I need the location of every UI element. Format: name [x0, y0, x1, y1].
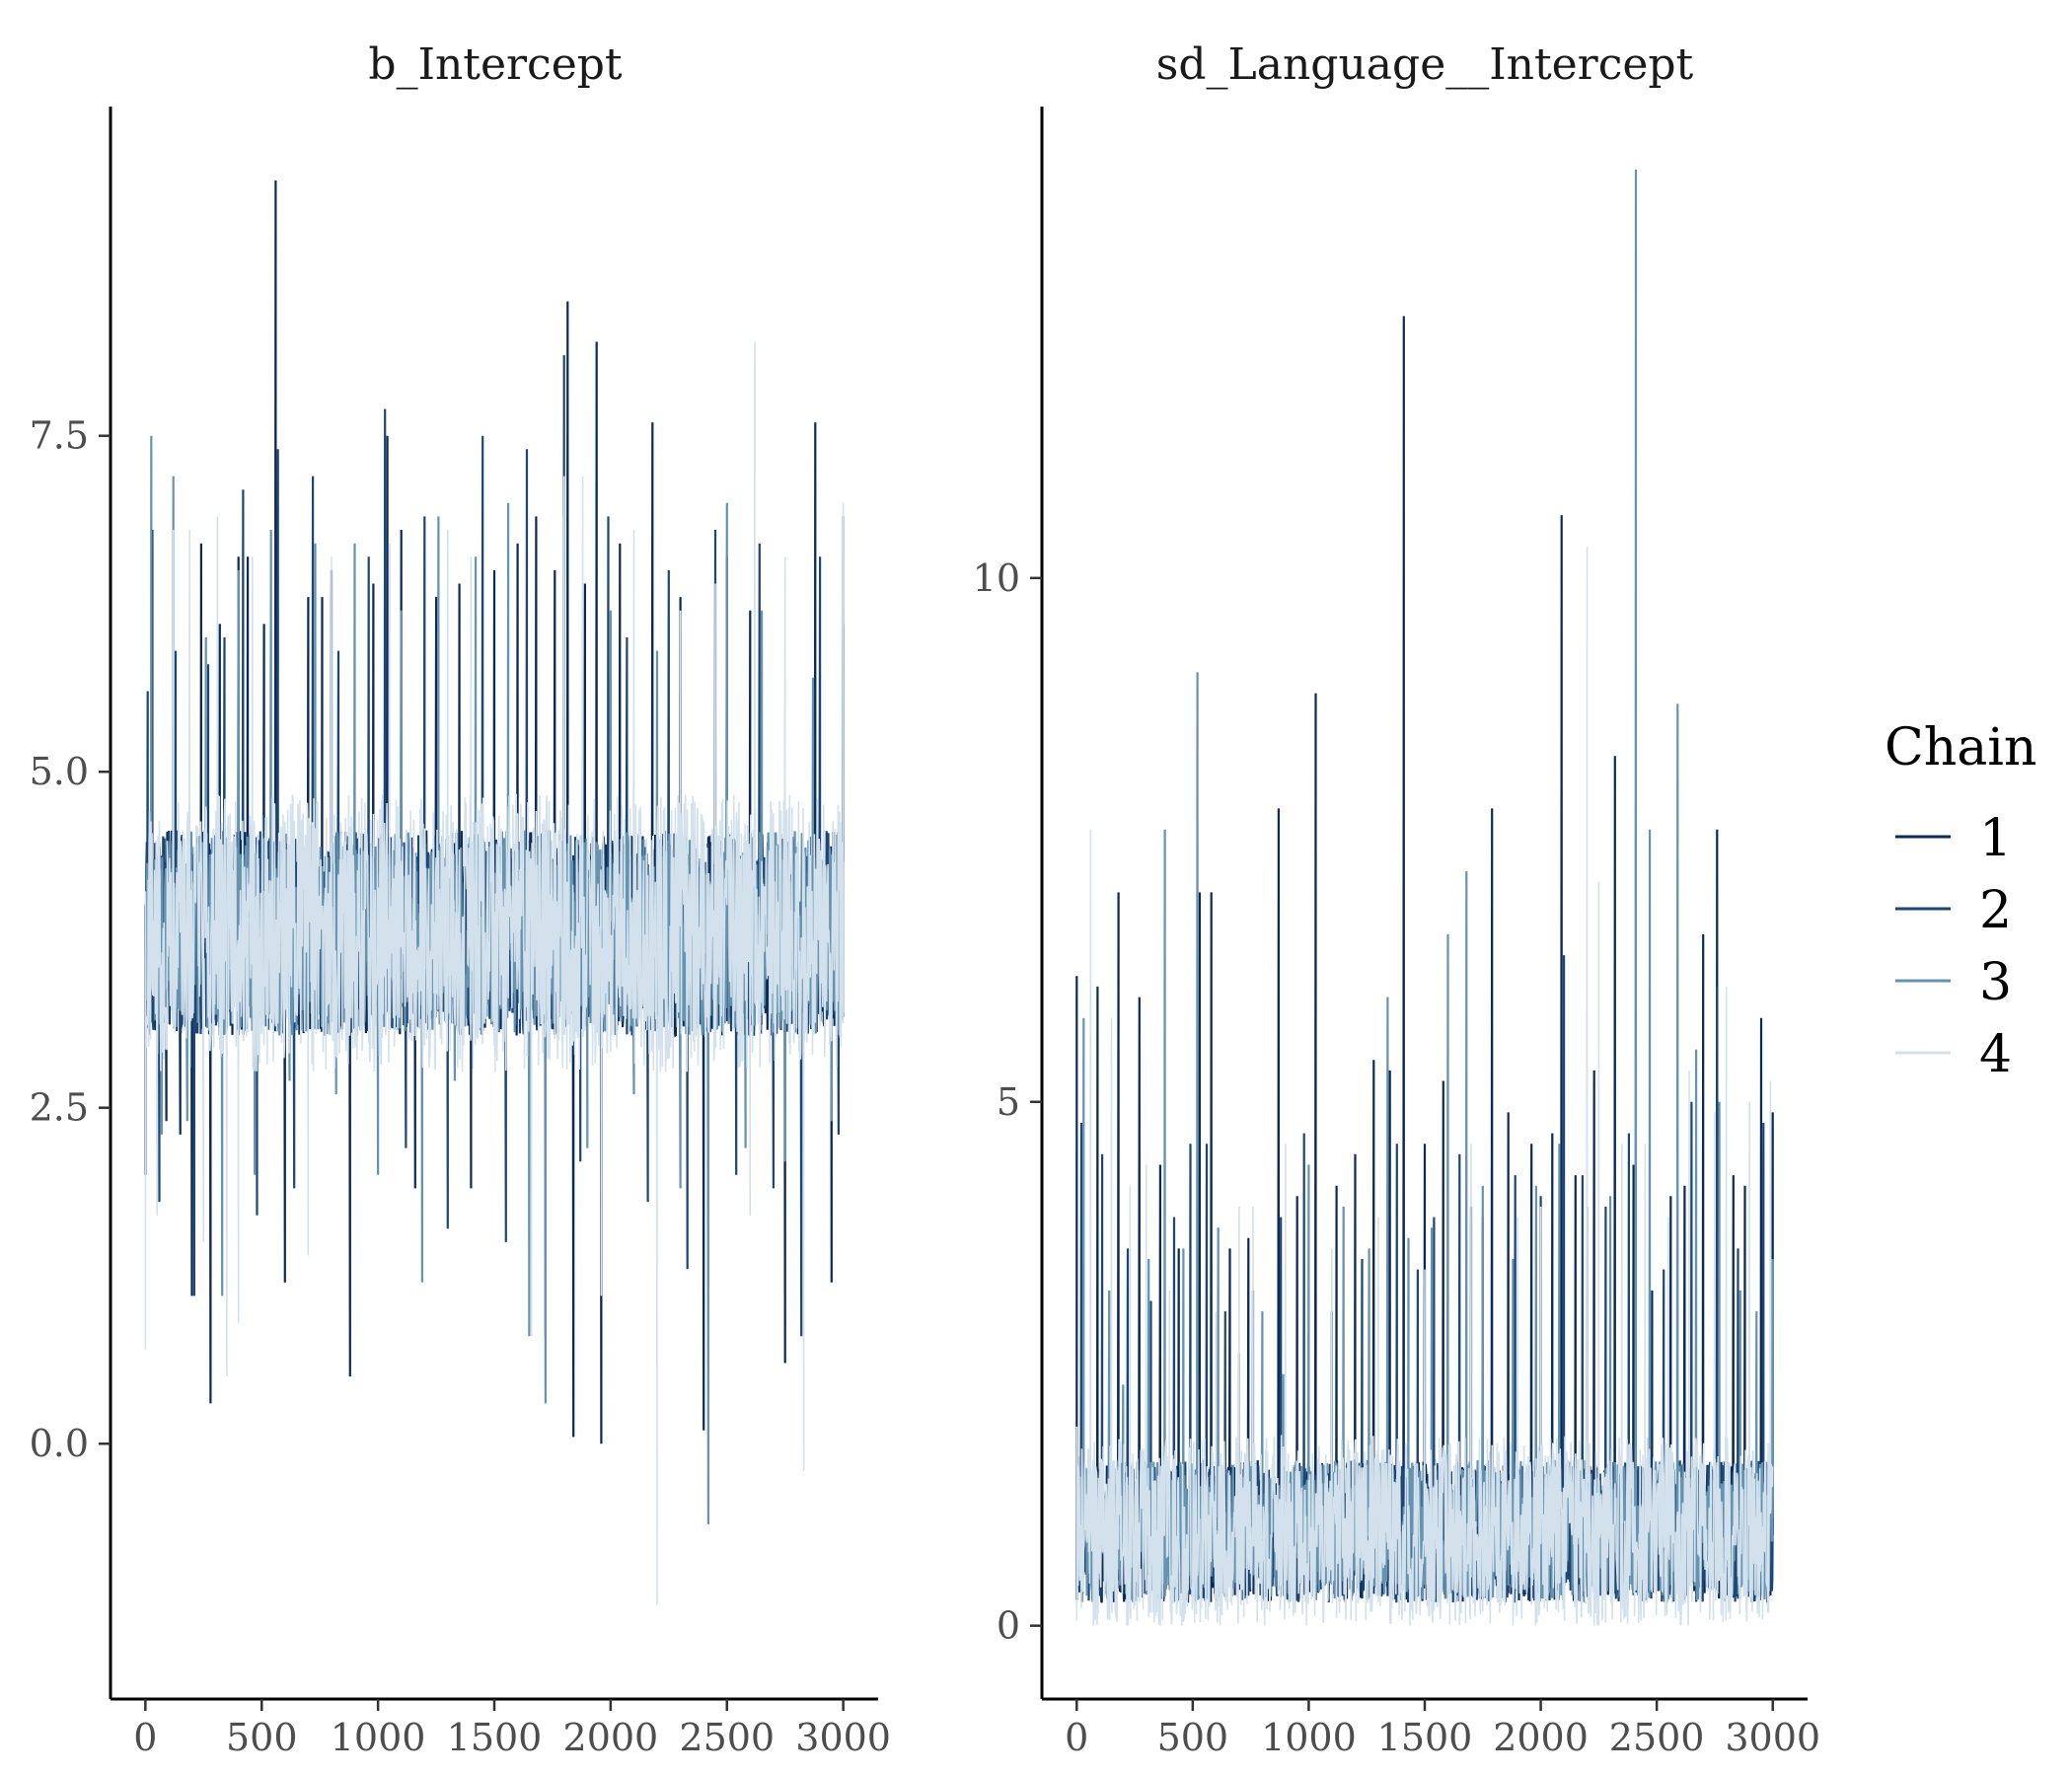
x-tick-label: 3000: [795, 1716, 891, 1759]
panel-b-intercept: b_Intercept 0 500 1000 1500 2000 2500 3000 0.0 2…: [30, 39, 891, 1759]
legend-label-chain-1: 1: [1979, 809, 2012, 868]
x-tick-label: 3000: [1725, 1716, 1820, 1759]
y-tick-label: 0: [997, 1604, 1020, 1648]
x-tick-label: 500: [1157, 1716, 1229, 1759]
x-tick-label: 2500: [1609, 1716, 1705, 1759]
legend-entries: 1 2 3 4: [1895, 809, 2012, 1084]
x-tick-label: 1000: [331, 1716, 426, 1759]
x-tick-label: 1500: [1377, 1716, 1473, 1759]
axes: 0 500 1000 1500 2000 2500 3000 0.0 2.5 5.0 7.5: [30, 107, 891, 1759]
y-tick-label: 0.0: [30, 1422, 89, 1465]
y-tick-label: 10: [973, 556, 1020, 600]
y-tick-label: 5.0: [30, 750, 89, 793]
trace-lines: [1075, 169, 1774, 1626]
x-tick-label: 500: [226, 1716, 298, 1759]
legend-title: Chain: [1885, 718, 2036, 777]
chain-4-trace: [1075, 546, 1774, 1626]
x-tick-label: 1000: [1261, 1716, 1357, 1759]
legend-label-chain-4: 4: [1979, 1025, 2012, 1084]
x-tick-label: 1500: [447, 1716, 543, 1759]
trace-lines: [144, 180, 845, 1605]
legend-label-chain-2: 2: [1979, 881, 2012, 940]
x-tick-label: 2000: [563, 1716, 659, 1759]
x-tick-label: 2000: [1493, 1716, 1589, 1759]
x-tick-label: 0: [133, 1716, 157, 1759]
y-tick-label: 7.5: [30, 414, 89, 458]
panel-sd-language-intercept: sd_Language__Intercept 0 500 1000 1500 2000 2…: [973, 39, 1820, 1759]
x-tick-label: 2500: [679, 1716, 775, 1759]
y-tick-label: 5: [997, 1080, 1020, 1124]
chain-4-trace: [144, 341, 845, 1605]
y-tick-label: 2.5: [30, 1086, 89, 1130]
panel-title: b_Intercept: [368, 39, 622, 90]
axes: 0 500 1000 1500 2000 2500 3000 0 5 10: [973, 107, 1820, 1759]
x-tick-label: 0: [1065, 1716, 1088, 1759]
panel-title: sd_Language__Intercept: [1156, 39, 1694, 90]
legend: Chain 1 2 3 4: [1885, 718, 2036, 1084]
legend-label-chain-3: 3: [1979, 953, 2012, 1012]
